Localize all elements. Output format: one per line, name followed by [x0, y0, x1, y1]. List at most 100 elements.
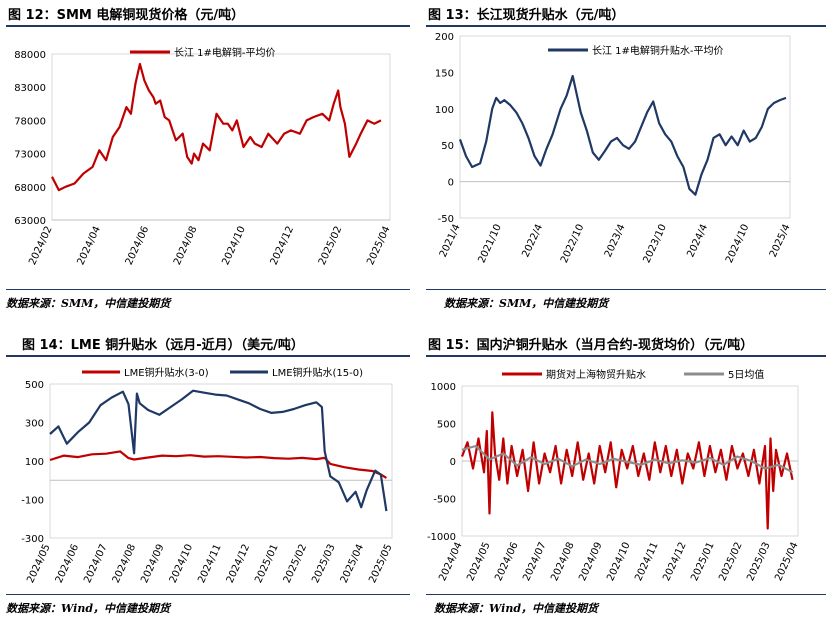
legend-label: 期货对上海物贸升贴水	[546, 368, 646, 381]
source-divider	[426, 594, 826, 595]
series-line	[460, 411, 794, 530]
x-tick-label: 2024/09	[139, 543, 167, 585]
y-tick-label: 88000	[14, 50, 46, 61]
source-divider	[6, 289, 410, 290]
x-tick-label: 2024/11	[196, 543, 224, 585]
source-note: 数据来源：SMM，中信建投期货	[444, 297, 609, 310]
y-tick-label: 78000	[14, 116, 46, 127]
y-tick-label: 150	[435, 68, 454, 79]
x-tick-label: 2025/02	[317, 225, 345, 267]
y-tick-label: 300	[25, 419, 44, 430]
x-tick-label: 2024/08	[549, 541, 577, 583]
series-line	[49, 389, 388, 512]
x-tick-label: 2025/03	[745, 541, 773, 583]
source-note: 数据来源：SMM，中信建投期货	[6, 297, 171, 310]
plot-frame	[459, 35, 791, 219]
series-line	[49, 450, 387, 479]
series-line	[458, 74, 787, 196]
chart-panel-smm-price: 图 12：SMM 电解铜现货价格（元/吨） 88000 83000 78000 730…	[0, 0, 415, 312]
y-tick-label: 73000	[14, 150, 46, 161]
y-tick-label: 100	[25, 457, 44, 468]
x-tick-label: 2025/04	[773, 541, 801, 583]
x-tick-label: 2024/04	[437, 541, 465, 583]
y-tick-label: 500	[437, 420, 456, 431]
legend-label: LME铜升贴水(3-0)	[124, 366, 209, 379]
chart-panel-spot-premium: 图 13：长江现货升贴水（元/吨） 200 150 100 50 0 -50 2021/4 2…	[420, 0, 831, 312]
chart-panel-lme-spread: 图 14：LME 铜升贴水（远月-近月）（美元/吨） 500 300 100 -100…	[0, 312, 415, 624]
x-tick-label: 2022/10	[559, 223, 587, 265]
title-divider	[426, 25, 826, 27]
y-tick-label: 83000	[14, 83, 46, 94]
x-tick-label: 2025/02	[282, 543, 310, 585]
x-tick-label: 2024/12	[225, 543, 253, 585]
legend-label: 长江 1#电解铜升贴水-平均价	[592, 44, 724, 57]
x-tick-label: 2024/12	[661, 541, 689, 583]
y-tick-label: 100	[435, 105, 454, 116]
x-tick-label: 2024/06	[124, 225, 152, 267]
y-tick-label: 500	[25, 380, 44, 391]
series-line	[51, 62, 382, 192]
x-tick-label: 2021/10	[476, 223, 504, 265]
x-tick-label: 2024/05	[25, 543, 53, 585]
x-tick-label: 2025/02	[717, 541, 745, 583]
chart-title: 图 13：长江现货升贴水（元/吨）	[428, 8, 625, 23]
x-tick-label: 2024/4	[685, 223, 710, 260]
chart-title: 图 14：LME 铜升贴水（远月-近月）（美元/吨）	[22, 338, 304, 353]
x-tick-label: 2025/03	[310, 543, 338, 585]
x-tick-label: 2024/05	[465, 541, 493, 583]
legend-label: LME铜升贴水(15-0)	[272, 366, 363, 379]
y-tick-label: -300	[21, 534, 44, 545]
x-tick-label: 2025/01	[253, 543, 281, 585]
source-divider	[426, 289, 826, 290]
x-tick-label: 2024/08	[172, 225, 200, 267]
y-tick-label: 50	[441, 141, 454, 152]
x-tick-label: 2024/11	[633, 541, 661, 583]
x-tick-label: 2024/04	[75, 225, 103, 267]
x-tick-label: 2024/10	[605, 541, 633, 583]
x-tick-label: 2024/10	[724, 223, 752, 265]
x-tick-label: 2024/06	[54, 543, 82, 585]
x-tick-label: 2025/04	[339, 543, 367, 585]
title-divider	[426, 355, 826, 357]
y-tick-label: -100	[21, 496, 44, 507]
legend-label: 长江 1#电解铜-平均价	[174, 46, 276, 59]
x-tick-label: 2023/4	[603, 223, 628, 260]
x-tick-label: 2024/06	[493, 541, 521, 583]
x-tick-label: 2024/10	[168, 543, 196, 585]
x-tick-label: 2024/12	[269, 225, 297, 267]
title-divider	[6, 25, 410, 27]
y-tick-label: -500	[433, 495, 456, 506]
plot-frame	[49, 383, 393, 539]
y-tick-label: -1000	[427, 532, 456, 543]
legend-label: 5日均值	[728, 368, 764, 381]
x-tick-label: 2024/02	[27, 225, 55, 267]
x-tick-label: 2024/07	[521, 541, 549, 583]
x-tick-label: 2022/4	[520, 223, 545, 260]
x-tick-label: 2025/05	[367, 543, 395, 585]
y-tick-label: 63000	[14, 216, 46, 227]
x-tick-label: 2025/01	[689, 541, 717, 583]
x-tick-label: 2023/10	[641, 223, 669, 265]
chart-title: 图 15：国内沪铜升贴水（当月合约-现货均价）（元/吨）	[428, 338, 754, 353]
x-tick-label: 2021/4	[438, 223, 463, 260]
y-tick-label: -50	[438, 214, 454, 225]
chart-panel-shfe-spread: 图 15：国内沪铜升贴水（当月合约-现货均价）（元/吨） 1000 500 0 -50…	[420, 312, 831, 624]
title-divider	[6, 355, 410, 357]
x-tick-label: 2024/08	[111, 543, 139, 585]
chart-title: 图 12：SMM 电解铜现货价格（元/吨）	[8, 8, 245, 23]
y-tick-label: 1000	[431, 382, 456, 393]
y-tick-label: 200	[435, 32, 454, 43]
source-note: 数据来源：Wind，中信建投期货	[434, 602, 599, 615]
x-tick-label: 2025/04	[365, 225, 393, 267]
x-tick-label: 2025/4	[768, 223, 793, 260]
x-tick-label: 2024/09	[577, 541, 605, 583]
series-line	[461, 444, 794, 474]
y-tick-label: 0	[450, 457, 456, 468]
source-note: 数据来源：Wind，中信建投期货	[6, 602, 171, 615]
y-tick-label: 68000	[14, 183, 46, 194]
x-tick-label: 2024/10	[220, 225, 248, 267]
